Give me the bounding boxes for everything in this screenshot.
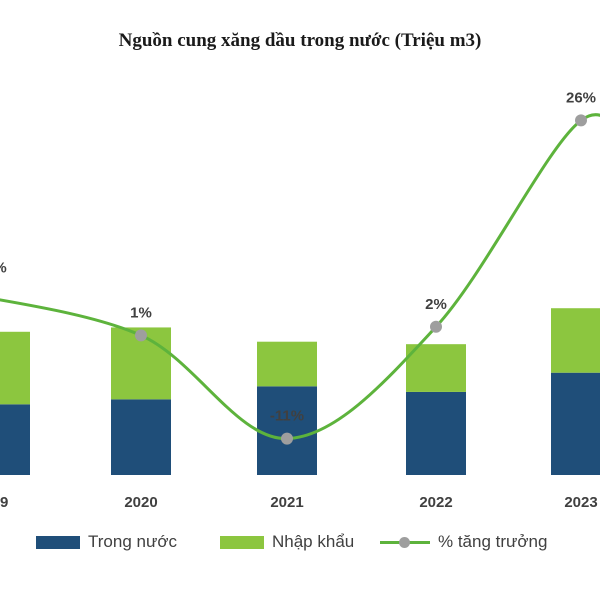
- growth-marker-2020: [135, 329, 147, 342]
- bar-nhap-khau-2021: [257, 341, 317, 387]
- chart-title: Nguồn cung xăng dầu trong nước (Triệu m3…: [118, 30, 482, 51]
- legend-swatch-trong-nuoc: [36, 535, 80, 549]
- bar-trong-nuoc-2020: [111, 399, 171, 475]
- x-tick-label-2022: 2022: [419, 494, 452, 511]
- growth-marker-2023: [575, 114, 587, 127]
- bar-nhap-khau-2023: [551, 308, 600, 373]
- legend-label-nhap-khau: Nhập khẩu: [272, 532, 355, 551]
- legend-swatch-nhap-khau: [220, 535, 264, 549]
- bar-trong-nuoc-2021: [257, 386, 317, 475]
- legend-label-growth: % tăng trưởng: [438, 532, 548, 551]
- x-axis-labels: 19 2020 2021 2022 2023: [0, 494, 598, 511]
- growth-label-2020: 1%: [130, 304, 152, 321]
- x-tick-label-2021: 2021: [270, 494, 303, 511]
- x-tick-label-2019: 19: [0, 494, 8, 511]
- growth-label-2019: %: [0, 259, 7, 276]
- legend-line-growth: [380, 535, 430, 549]
- growth-label-2022: 2%: [425, 296, 447, 313]
- legend: Trong nước Nhập khẩu % tăng trưởng: [0, 532, 600, 562]
- bar-nhap-khau-2022: [406, 344, 466, 392]
- x-tick-label-2023: 2023: [564, 494, 597, 511]
- growth-marker-2021: [281, 432, 293, 445]
- legend-label-trong-nuoc: Trong nước: [88, 532, 177, 551]
- bar-trong-nuoc-2023: [551, 372, 600, 475]
- x-tick-label-2020: 2020: [124, 494, 157, 511]
- growth-line-layer: % 1% -11% 2% 26%: [0, 89, 600, 445]
- growth-label-2023: 26%: [566, 89, 596, 106]
- bar-trong-nuoc-2022: [406, 391, 466, 475]
- legend-item-trong-nuoc: Trong nước: [36, 532, 177, 552]
- bar-layer: [0, 308, 600, 475]
- legend-item-growth: % tăng trưởng: [380, 532, 547, 552]
- growth-label-2021: -11%: [270, 408, 304, 425]
- bar-trong-nuoc-2019: [0, 404, 30, 475]
- legend-item-nhap-khau: Nhập khẩu: [220, 532, 354, 552]
- bar-nhap-khau-2019: [0, 331, 30, 405]
- growth-marker-2022: [430, 320, 442, 333]
